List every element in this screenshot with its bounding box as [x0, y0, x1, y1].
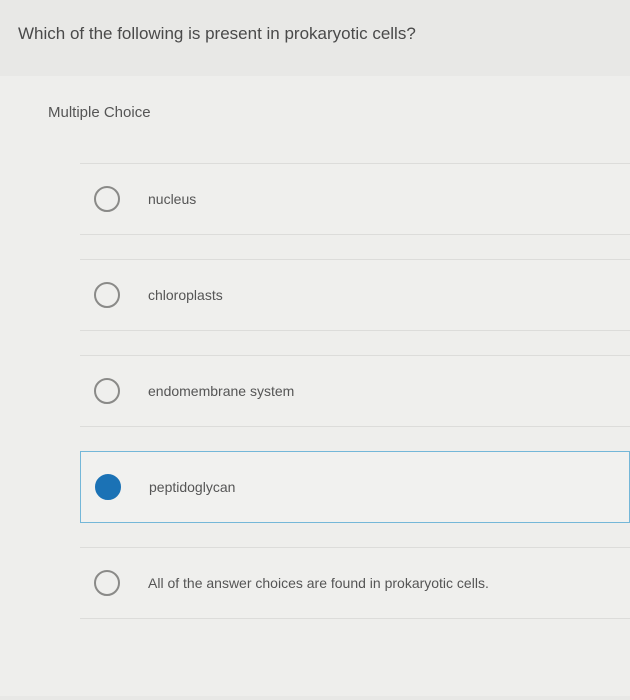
option-label: chloroplasts [148, 287, 223, 303]
radio-icon[interactable] [94, 282, 120, 308]
options-list: nucleus chloroplasts endomembrane system… [48, 163, 630, 619]
multiple-choice-panel: Multiple Choice nucleus chloroplasts end… [0, 76, 630, 696]
option-row[interactable]: endomembrane system [80, 355, 630, 427]
option-row[interactable]: chloroplasts [80, 259, 630, 331]
option-label: All of the answer choices are found in p… [148, 575, 489, 591]
radio-icon-filled[interactable] [95, 474, 121, 500]
question-text: Which of the following is present in pro… [18, 24, 612, 44]
radio-icon[interactable] [94, 186, 120, 212]
section-label: Multiple Choice [48, 104, 630, 121]
question-area: Which of the following is present in pro… [0, 0, 630, 76]
option-row[interactable]: All of the answer choices are found in p… [80, 547, 630, 619]
option-label: endomembrane system [148, 383, 294, 399]
radio-icon[interactable] [94, 378, 120, 404]
radio-icon[interactable] [94, 570, 120, 596]
option-label: nucleus [148, 191, 196, 207]
option-row[interactable]: nucleus [80, 163, 630, 235]
option-label: peptidoglycan [149, 479, 235, 495]
option-row-selected[interactable]: peptidoglycan [80, 451, 630, 523]
